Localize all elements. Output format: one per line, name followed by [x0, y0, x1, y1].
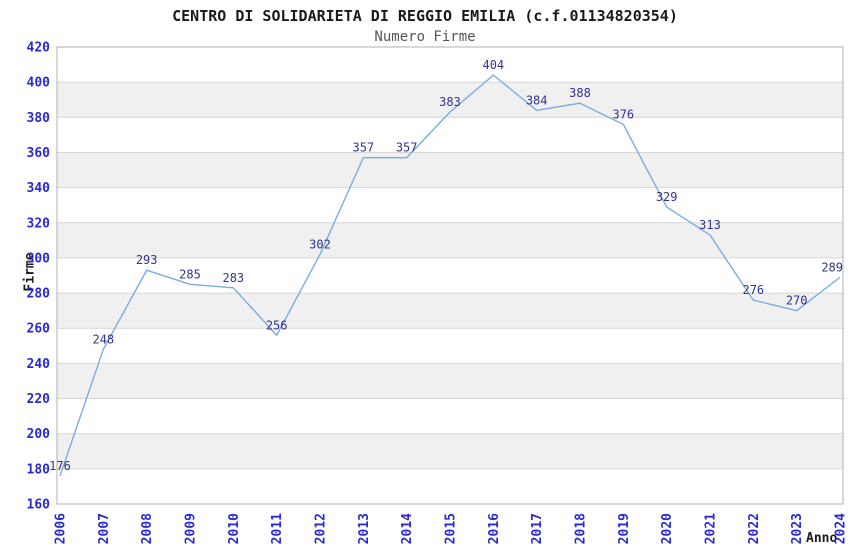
y-tick-label: 320	[27, 216, 51, 231]
y-tick-label: 160	[27, 498, 51, 513]
plot-band	[57, 363, 843, 399]
x-tick-label: 2015	[444, 513, 459, 544]
x-tick-label: 2024	[834, 513, 849, 544]
data-point-label: 276	[742, 283, 764, 297]
data-point-label: 383	[439, 95, 461, 109]
data-point-label: 357	[396, 141, 418, 155]
x-tick-label: 2007	[97, 513, 112, 544]
y-tick-label: 360	[27, 146, 51, 161]
x-tick-label: 2010	[227, 513, 242, 544]
x-axis-title: Anno	[806, 531, 838, 546]
y-tick-label: 200	[27, 427, 51, 442]
plot-border	[56, 46, 844, 505]
chart-subtitle: Numero Firme	[374, 29, 476, 45]
data-point-label: 248	[92, 332, 114, 346]
x-tick-label: 2012	[314, 513, 329, 544]
data-point-label: 384	[526, 93, 548, 107]
chart-title: CENTRO DI SOLIDARIETA DI REGGIO EMILIA (…	[172, 7, 678, 25]
x-tick-label: 2019	[617, 513, 632, 544]
x-tick-label: 2016	[487, 513, 502, 544]
y-tick-label: 280	[27, 287, 51, 302]
data-point-label: 293	[136, 253, 158, 267]
data-point-label: 289	[821, 260, 843, 274]
plot-band	[57, 293, 843, 329]
data-point-label: 302	[309, 237, 331, 251]
x-tick-label: 2022	[747, 513, 762, 544]
data-point-label: 388	[569, 86, 591, 100]
y-tick-label: 400	[27, 76, 51, 91]
x-tick-label: 2023	[790, 513, 805, 544]
x-tick-label: 2006	[54, 513, 69, 544]
x-tick-label: 2018	[574, 513, 589, 544]
data-point-label: 404	[482, 58, 504, 72]
y-tick-label: 220	[27, 392, 51, 407]
plot-band	[57, 222, 843, 258]
x-tick-label: 2021	[704, 513, 719, 544]
data-point-label: 283	[222, 271, 244, 285]
y-tick-label: 180	[27, 462, 51, 477]
y-tick-label: 340	[27, 181, 51, 196]
data-point-label: 285	[179, 267, 201, 281]
data-point-label: 313	[699, 218, 721, 232]
x-tick-label: 2009	[184, 513, 199, 544]
y-tick-label: 300	[27, 251, 51, 266]
data-point-label: 329	[656, 190, 678, 204]
data-line	[59, 74, 841, 477]
plot-band	[57, 433, 843, 469]
data-point-label: 176	[49, 459, 71, 473]
y-tick-label: 260	[27, 322, 51, 337]
plot-band	[57, 152, 843, 188]
x-tick-label: 2013	[357, 513, 372, 544]
data-point-label: 256	[266, 318, 288, 332]
y-tick-label: 240	[27, 357, 51, 372]
x-tick-label: 2017	[530, 513, 545, 544]
x-tick-label: 2014	[400, 513, 415, 544]
x-tick-label: 2020	[660, 513, 675, 544]
data-point-label: 357	[352, 141, 374, 155]
x-tick-label: 2011	[270, 513, 285, 544]
y-tick-label: 380	[27, 111, 51, 126]
data-point-label: 270	[786, 294, 808, 308]
x-tick-label: 2008	[140, 513, 155, 544]
y-tick-label: 420	[27, 41, 51, 56]
data-point-label: 376	[612, 107, 634, 121]
